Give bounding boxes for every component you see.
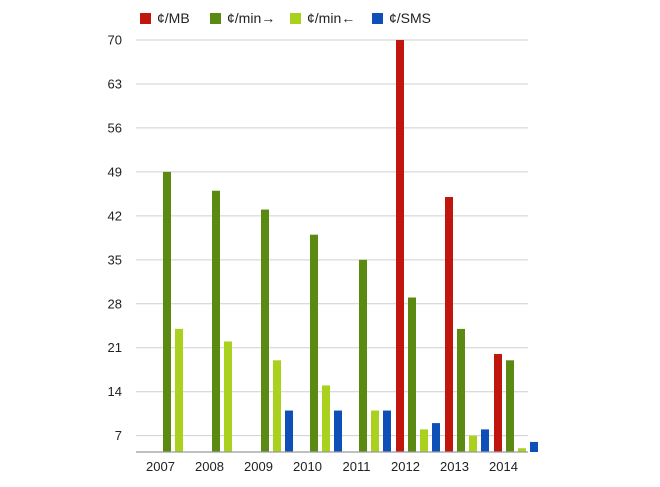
bars <box>163 40 538 453</box>
bar-2012-series-1 <box>408 297 416 452</box>
legend-label: ¢/SMS <box>389 10 431 26</box>
bar-2009-series-1 <box>261 209 269 452</box>
y-tick-label: 42 <box>108 208 122 223</box>
gridlines <box>136 39 528 437</box>
x-tick-label: 2012 <box>391 459 420 474</box>
legend-swatch <box>140 13 151 24</box>
bar-2013-series-1 <box>457 328 465 452</box>
bar-2009-series-2 <box>273 360 281 452</box>
y-tick-label: 21 <box>108 340 122 355</box>
legend-label: ¢/min← <box>307 10 355 26</box>
y-tick-label: 70 <box>108 33 122 48</box>
bar-2012-series-3 <box>432 423 440 452</box>
bar-2011-series-3 <box>383 410 391 452</box>
bar-2010-series-1 <box>310 234 318 452</box>
bar-2011-series-1 <box>359 259 367 452</box>
bar-2012-series-0 <box>396 40 404 452</box>
legend-swatch <box>210 13 221 24</box>
y-tick-label: 49 <box>108 164 122 179</box>
x-tick-label: 2014 <box>489 459 518 474</box>
y-tick-label: 14 <box>108 384 122 399</box>
y-tick-label: 7 <box>115 428 122 443</box>
y-axis-ticks: 7 14 21 28 35 42 49 56 63 70 <box>108 33 122 444</box>
x-tick-label: 2008 <box>195 459 224 474</box>
x-axis-ticks: 2007 2008 2009 2010 2011 2012 2013 2014 <box>146 459 518 474</box>
y-tick-label: 35 <box>108 252 122 267</box>
y-tick-label: 28 <box>108 296 122 311</box>
bar-2010-series-3 <box>334 410 342 452</box>
x-tick-label: 2011 <box>343 459 371 474</box>
x-tick-label: 2007 <box>146 459 175 474</box>
bar-2014-series-3 <box>530 441 538 452</box>
legend: ¢/MB ¢/min→ ¢/min← ¢/SMS <box>140 10 431 26</box>
bar-2007-series-1 <box>163 171 171 452</box>
bar-2014-series-2 <box>518 448 526 452</box>
bar-2013-series-0 <box>445 197 453 452</box>
bar-2008-series-1 <box>212 190 220 453</box>
bar-2008-series-2 <box>224 341 232 452</box>
legend-swatch <box>372 13 383 24</box>
bar-2014-series-0 <box>494 354 502 452</box>
bar-2009-series-3 <box>285 410 293 452</box>
x-tick-label: 2009 <box>244 459 273 474</box>
legend-label: ¢/MB <box>157 10 190 26</box>
bar-2011-series-2 <box>371 410 379 452</box>
x-tick-label: 2013 <box>440 459 469 474</box>
y-tick-label: 63 <box>108 76 122 91</box>
bar-2007-series-2 <box>175 328 183 452</box>
x-tick-label: 2010 <box>293 459 322 474</box>
legend-swatch <box>290 13 301 24</box>
bar-2010-series-2 <box>322 385 330 452</box>
bar-2014-series-1 <box>506 360 514 452</box>
bar-2013-series-3 <box>481 429 489 452</box>
bar-2012-series-2 <box>420 429 428 452</box>
bar-2013-series-2 <box>469 435 477 452</box>
legend-label: ¢/min→ <box>227 10 275 26</box>
y-tick-label: 56 <box>108 120 122 135</box>
